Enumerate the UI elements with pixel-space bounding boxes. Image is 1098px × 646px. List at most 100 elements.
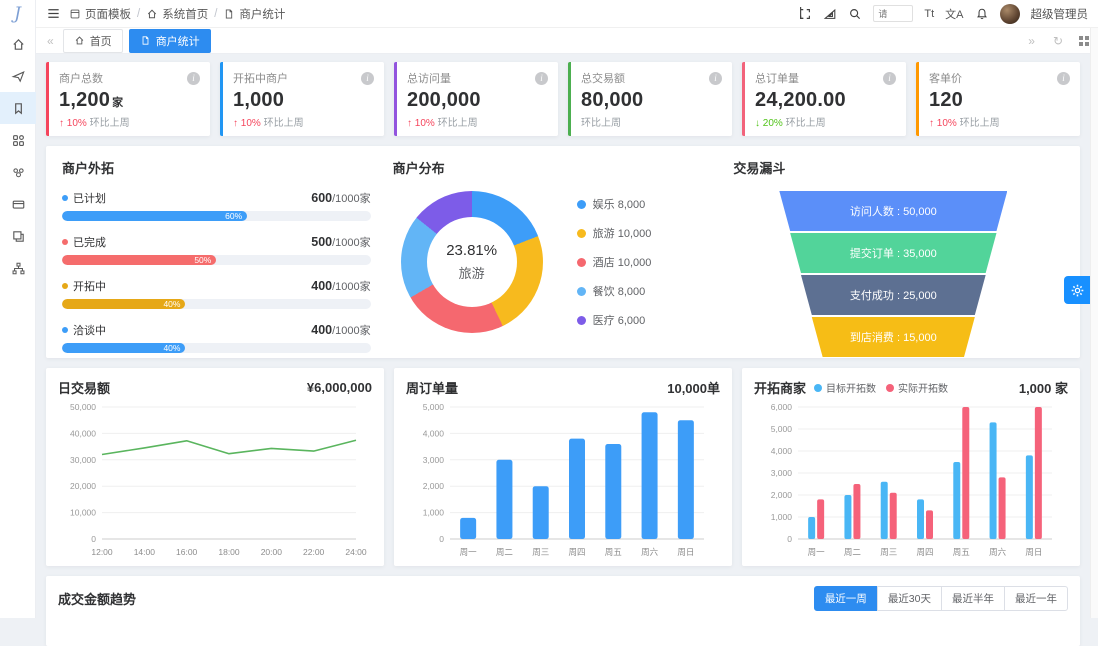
stat-card-footer: ↑ 10% 环比上周 xyxy=(407,114,548,129)
legend-dot xyxy=(577,229,586,238)
hamburger-menu-icon[interactable] xyxy=(46,6,61,21)
legend-item[interactable]: 旅游 10,000 xyxy=(577,225,652,241)
date-range-group: 最近一周最近30天最近半年最近一年 xyxy=(814,586,1068,611)
progress-bar: 40% xyxy=(62,299,371,309)
svg-text:周一: 周一 xyxy=(460,547,478,557)
legend-item[interactable]: 酒店 10,000 xyxy=(577,254,652,270)
merchant-expansion-grouped-bar-chart[interactable]: 01,0002,0003,0004,0005,0006,000周一周二周三周四周… xyxy=(754,397,1066,565)
funnel-stage[interactable]: 到店消费 : 15,000 xyxy=(779,317,1007,357)
info-icon[interactable]: i xyxy=(883,72,896,85)
svg-text:周日: 周日 xyxy=(677,547,694,557)
tab-首页[interactable]: 首页 xyxy=(63,29,123,53)
sidebar-item[interactable] xyxy=(0,220,36,252)
svg-text:周日: 周日 xyxy=(1025,547,1042,557)
outreach-label: 洽谈中 xyxy=(73,322,106,338)
tabs-scroll-left-icon[interactable]: « xyxy=(44,34,57,48)
funnel-stage[interactable]: 提交订单 : 35,000 xyxy=(779,233,1007,273)
stat-card-value: 80,000 xyxy=(581,89,722,112)
sidebar-item[interactable] xyxy=(0,124,36,156)
fullscreen-icon[interactable] xyxy=(798,7,812,21)
legend-item[interactable]: 餐饮 8,000 xyxy=(577,283,652,299)
svg-text:周三: 周三 xyxy=(532,547,549,557)
legend-dot xyxy=(886,384,894,392)
svg-text:周五: 周五 xyxy=(953,547,971,557)
legend-dot xyxy=(577,287,586,296)
range-button[interactable]: 最近一周 xyxy=(814,586,878,611)
refresh-tab-icon[interactable]: ↻ xyxy=(1050,34,1066,48)
file-icon xyxy=(223,8,235,20)
sidebar-item[interactable] xyxy=(0,92,36,124)
stat-card-title: 总交易额 xyxy=(581,70,625,86)
funnel-stage[interactable]: 支付成功 : 25,000 xyxy=(779,275,1007,315)
breadcrumb-item[interactable]: 系统首页 xyxy=(146,6,208,22)
info-icon[interactable]: i xyxy=(535,72,548,85)
svg-text:周一: 周一 xyxy=(808,547,826,557)
merchant-distribution-donut[interactable]: 23.81% 旅游 xyxy=(401,191,543,333)
sidebar-item[interactable] xyxy=(0,28,36,60)
range-button[interactable]: 最近30天 xyxy=(877,586,942,611)
copy-icon xyxy=(11,229,26,244)
stat-card-value: 200,000 xyxy=(407,89,548,112)
app-logo[interactable]: J xyxy=(0,0,35,28)
stat-card-title: 客单价 xyxy=(929,70,962,86)
scrollbar-track[interactable] xyxy=(1090,28,1098,618)
search-input[interactable] xyxy=(873,5,913,22)
legend-item[interactable]: 目标开拓数 xyxy=(814,380,876,395)
bell-icon[interactable] xyxy=(975,7,989,21)
tabs-scroll-right-icon[interactable]: » xyxy=(1025,34,1038,48)
info-icon[interactable]: i xyxy=(361,72,374,85)
tab-商户统计[interactable]: 商户统计 xyxy=(129,29,211,53)
legend-item[interactable]: 医疗 6,000 xyxy=(577,312,652,328)
svg-text:24:00: 24:00 xyxy=(345,547,367,557)
search-icon[interactable] xyxy=(848,7,862,21)
translate-tool[interactable]: 文A xyxy=(945,6,963,22)
bookmark-icon xyxy=(11,101,26,116)
funnel-title: 交易漏斗 xyxy=(733,158,1064,177)
expansion-chart-total: 1,000 家 xyxy=(1019,378,1068,397)
card-icon xyxy=(11,197,26,212)
series-dot xyxy=(62,239,68,245)
sidebar-item[interactable] xyxy=(0,188,36,220)
range-button[interactable]: 最近半年 xyxy=(941,586,1005,611)
stat-card-title: 开拓中商户 xyxy=(233,70,288,86)
username[interactable]: 超级管理员 xyxy=(1031,6,1089,22)
svg-text:0: 0 xyxy=(439,534,444,544)
series-dot xyxy=(62,283,68,289)
sidebar-item[interactable] xyxy=(0,252,36,284)
outreach-value: 400/1000家 xyxy=(311,322,370,338)
sidebar-item[interactable] xyxy=(0,60,36,92)
breadcrumb-item[interactable]: 页面模板 xyxy=(69,6,131,22)
range-button[interactable]: 最近一年 xyxy=(1004,586,1068,611)
funnel-stage[interactable]: 访问人数 : 50,000 xyxy=(779,191,1007,231)
tab-options-grid-icon[interactable] xyxy=(1078,35,1090,47)
svg-text:20,000: 20,000 xyxy=(70,481,96,491)
series-dot xyxy=(62,195,68,201)
info-icon[interactable]: i xyxy=(709,72,722,85)
weekly-orders-bar-chart[interactable]: 01,0002,0003,0004,0005,000周一周二周三周四周五周六周日 xyxy=(406,397,718,565)
stat-card-footer: ↑ 10% 环比上周 xyxy=(233,114,374,129)
stat-card-title: 商户总数 xyxy=(59,70,103,86)
home-icon xyxy=(146,8,158,20)
theme-settings-button[interactable] xyxy=(1064,276,1090,304)
svg-text:1,000: 1,000 xyxy=(423,508,445,518)
svg-text:30,000: 30,000 xyxy=(70,455,96,465)
breadcrumb-item[interactable]: 商户统计 xyxy=(223,6,285,22)
info-icon[interactable]: i xyxy=(187,72,200,85)
legend-item[interactable]: 娱乐 8,000 xyxy=(577,196,652,212)
template-icon xyxy=(69,8,81,20)
outreach-value: 400/1000家 xyxy=(311,278,370,294)
ruler-icon[interactable] xyxy=(823,7,837,21)
outreach-value: 500/1000家 xyxy=(311,234,370,250)
distribution-title: 商户分布 xyxy=(393,158,734,177)
legend-dot xyxy=(577,316,586,325)
info-icon[interactable]: i xyxy=(1057,72,1070,85)
legend-item[interactable]: 实际开拓数 xyxy=(886,380,948,395)
legend-dot xyxy=(577,258,586,267)
sidebar-item[interactable] xyxy=(0,156,36,188)
font-size-tool[interactable]: Tt xyxy=(924,8,934,20)
user-avatar[interactable] xyxy=(1000,4,1020,24)
